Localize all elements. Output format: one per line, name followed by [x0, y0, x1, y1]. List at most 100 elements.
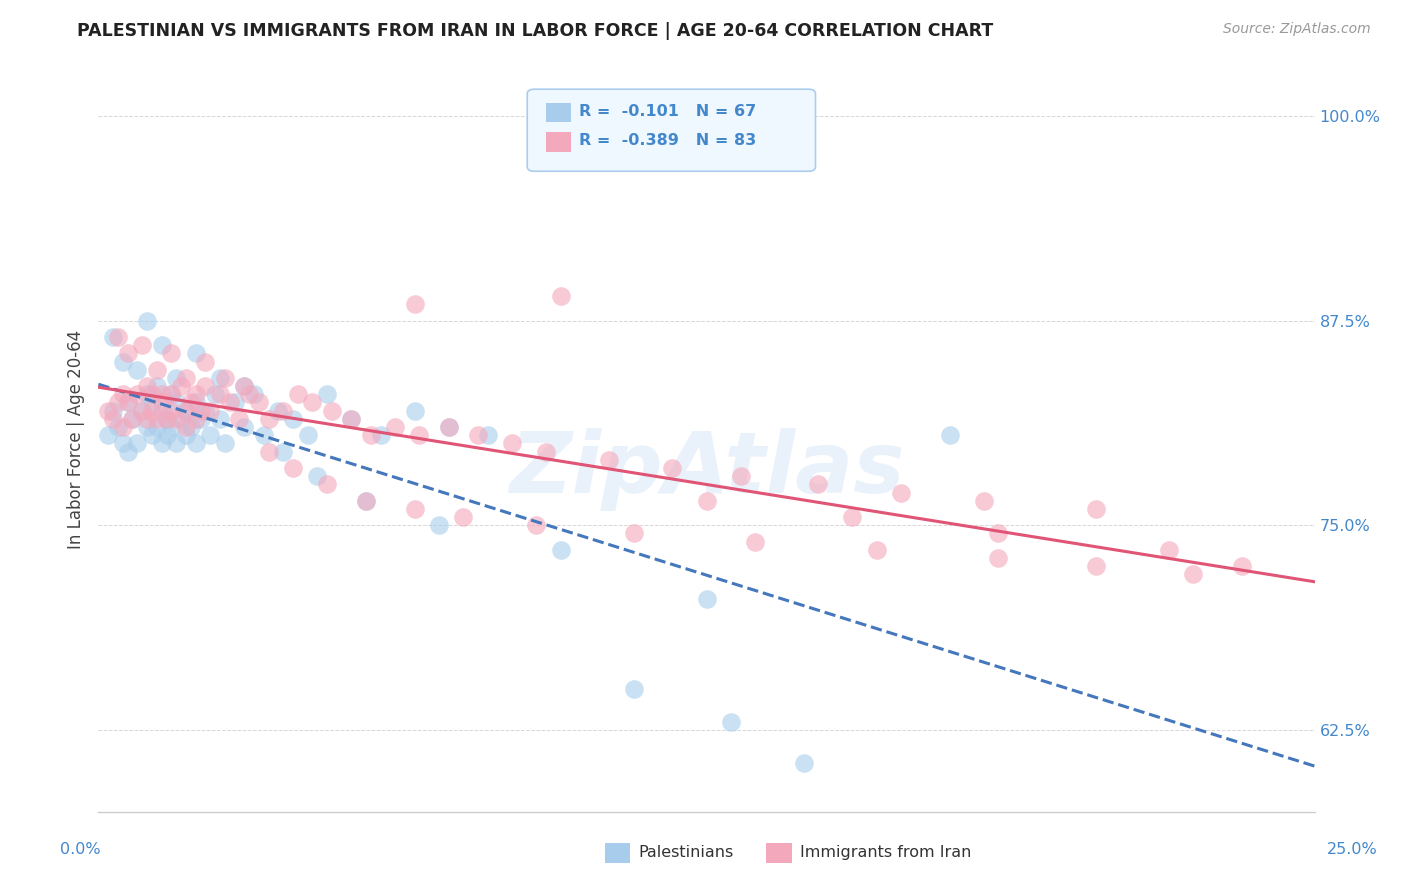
- Point: [214, 371, 236, 385]
- Point: [477, 428, 499, 442]
- Point: [180, 395, 202, 409]
- Point: [841, 510, 863, 524]
- Point: [204, 387, 226, 401]
- Point: [404, 501, 426, 516]
- Point: [384, 420, 406, 434]
- Point: [150, 436, 173, 450]
- Point: [165, 412, 187, 426]
- Point: [160, 403, 183, 417]
- Point: [146, 379, 169, 393]
- Point: [121, 412, 143, 426]
- Text: R =  -0.101   N = 67: R = -0.101 N = 67: [579, 104, 756, 119]
- Point: [101, 330, 124, 344]
- Point: [354, 493, 377, 508]
- Point: [253, 428, 276, 442]
- Point: [174, 403, 197, 417]
- Point: [209, 371, 232, 385]
- Point: [146, 420, 169, 434]
- Point: [155, 412, 177, 426]
- Point: [111, 436, 134, 450]
- Point: [107, 420, 129, 434]
- Point: [224, 395, 246, 409]
- Point: [131, 338, 153, 352]
- Point: [793, 756, 815, 770]
- Point: [155, 412, 177, 426]
- Point: [437, 420, 460, 434]
- Point: [194, 379, 217, 393]
- Point: [257, 444, 280, 458]
- Point: [301, 395, 323, 409]
- Point: [271, 444, 294, 458]
- Point: [174, 420, 197, 434]
- Point: [200, 428, 222, 442]
- Point: [598, 452, 620, 467]
- Point: [437, 420, 460, 434]
- Point: [160, 387, 183, 401]
- Point: [354, 493, 377, 508]
- Text: 25.0%: 25.0%: [1327, 842, 1378, 856]
- Point: [131, 403, 153, 417]
- Text: R =  -0.389   N = 83: R = -0.389 N = 83: [579, 134, 756, 148]
- Point: [287, 387, 309, 401]
- Point: [238, 387, 260, 401]
- Point: [370, 428, 392, 442]
- Point: [136, 412, 159, 426]
- Point: [150, 395, 173, 409]
- Point: [194, 354, 217, 368]
- Point: [111, 420, 134, 434]
- Point: [696, 493, 718, 508]
- Point: [866, 542, 889, 557]
- Text: Source: ZipAtlas.com: Source: ZipAtlas.com: [1223, 22, 1371, 37]
- Point: [136, 379, 159, 393]
- Point: [127, 363, 149, 377]
- Text: ZipAtlas: ZipAtlas: [509, 427, 904, 510]
- Point: [97, 428, 120, 442]
- Point: [136, 387, 159, 401]
- Point: [453, 510, 475, 524]
- Point: [534, 444, 557, 458]
- Point: [467, 428, 489, 442]
- Text: PALESTINIAN VS IMMIGRANTS FROM IRAN IN LABOR FORCE | AGE 20-64 CORRELATION CHART: PALESTINIAN VS IMMIGRANTS FROM IRAN IN L…: [77, 22, 994, 40]
- Point: [427, 518, 450, 533]
- Point: [160, 387, 183, 401]
- Point: [720, 714, 742, 729]
- Point: [184, 412, 207, 426]
- Point: [257, 412, 280, 426]
- Point: [121, 412, 143, 426]
- Point: [127, 436, 149, 450]
- Point: [150, 387, 173, 401]
- Y-axis label: In Labor Force | Age 20-64: In Labor Force | Age 20-64: [66, 330, 84, 549]
- Point: [1157, 542, 1180, 557]
- Point: [165, 371, 187, 385]
- Point: [155, 428, 177, 442]
- Point: [184, 387, 207, 401]
- Point: [160, 420, 183, 434]
- Point: [174, 403, 197, 417]
- Point: [209, 412, 232, 426]
- Point: [170, 379, 193, 393]
- Point: [297, 428, 319, 442]
- Point: [141, 403, 163, 417]
- Point: [267, 403, 290, 417]
- Point: [146, 412, 169, 426]
- Point: [233, 379, 256, 393]
- Point: [101, 412, 124, 426]
- Point: [218, 395, 240, 409]
- Point: [340, 412, 363, 426]
- Point: [404, 297, 426, 311]
- Point: [136, 313, 159, 327]
- Point: [360, 428, 382, 442]
- Point: [150, 403, 173, 417]
- Point: [190, 412, 212, 426]
- Point: [307, 469, 329, 483]
- Point: [131, 403, 153, 417]
- Point: [316, 477, 339, 491]
- Point: [180, 420, 202, 434]
- Point: [165, 395, 187, 409]
- Point: [184, 395, 207, 409]
- Text: Immigrants from Iran: Immigrants from Iran: [800, 846, 972, 860]
- Point: [117, 395, 139, 409]
- Point: [233, 420, 256, 434]
- Point: [271, 403, 294, 417]
- Point: [150, 338, 173, 352]
